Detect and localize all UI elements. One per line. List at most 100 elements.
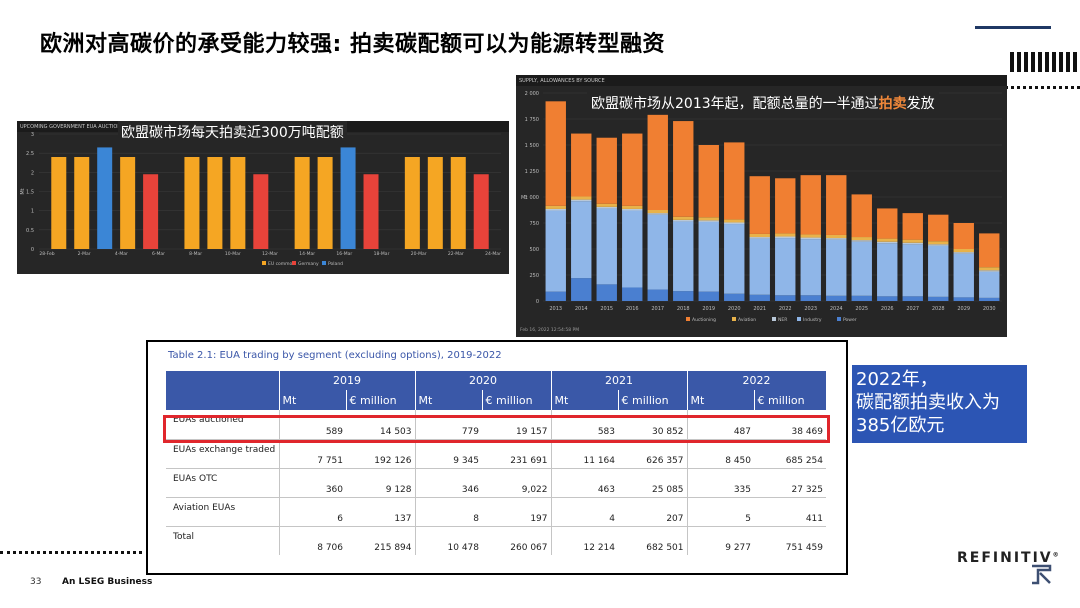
stack-segment-aviation (775, 233, 796, 237)
x-tick-label: 18-Mar (374, 251, 390, 257)
table-row: EUAs auctioned 589 14 503 779 19 157 583… (166, 410, 826, 440)
auction-bar (51, 157, 67, 249)
stack-segment-ner (851, 240, 872, 242)
stack-segment-auctioning (928, 214, 949, 242)
legend-swatch (772, 317, 776, 321)
table-cell: 38 469 (754, 410, 826, 440)
x-tick-label: 28-Feb (39, 251, 54, 257)
table-row: Aviation EUAs 6 137 8 197 4 207 5 411 (166, 497, 826, 527)
stack-segment-ner (749, 237, 770, 239)
auction-bar (363, 174, 379, 249)
stack-segment-power (673, 291, 694, 301)
table-cell: 9,022 (482, 468, 552, 498)
stack-segment-industry (928, 245, 949, 297)
year-header: 2022 (687, 371, 827, 390)
x-tick-label: 24-Mar (485, 251, 501, 257)
header-blank (166, 371, 280, 390)
auction-bar (450, 157, 466, 249)
x-tick-label: 2023 (804, 306, 817, 312)
x-tick-label: 2013 (549, 306, 562, 312)
stack-segment-auctioning (953, 223, 974, 249)
table-cell: 10 478 (447, 543, 480, 553)
year-header: 2020 (415, 371, 552, 390)
stack-segment-power (953, 297, 974, 301)
y-tick-label: 1 750 (525, 117, 539, 123)
stack-segment-auctioning (800, 175, 821, 235)
right-chart-overlay: 欧盟碳市场从2013年起，配额总量的一半通过拍卖发放 (587, 92, 939, 114)
stack-segment-power (571, 278, 592, 301)
table-cell: 137 (346, 497, 416, 527)
y-tick-label: 1 000 (525, 195, 539, 201)
x-tick-label: 2025 (855, 306, 868, 312)
stack-segment-auctioning (647, 114, 668, 210)
unit-header-mt: Mt (551, 390, 619, 410)
x-tick-label: 8-Mar (189, 251, 202, 257)
x-tick-label: 12-Mar (262, 251, 278, 257)
legend-swatch (262, 261, 266, 265)
legend-swatch (837, 317, 841, 321)
table-cell: 751 459 (785, 543, 823, 553)
x-tick-label: 2016 (626, 306, 639, 312)
x-tick-label: 16-Mar (336, 251, 352, 257)
x-tick-label: 2018 (677, 306, 690, 312)
legend-label: Industry (803, 317, 822, 323)
x-tick-label: 2021 (753, 306, 766, 312)
stack-segment-industry (979, 271, 1000, 298)
stack-segment-ner (928, 244, 949, 246)
stack-segment-aviation (596, 203, 617, 207)
y-tick-label: 2 000 (525, 91, 539, 97)
stack-segment-industry (877, 243, 898, 297)
legend-swatch (797, 317, 801, 321)
legend-label: Power (843, 317, 857, 323)
stack-segment-industry (647, 214, 668, 290)
table-cell: 4 (551, 497, 618, 527)
brand-name: REFINITIV (957, 550, 1053, 566)
auction-bar (143, 174, 159, 249)
auction-bar (340, 147, 356, 249)
stack-segment-industry (851, 241, 872, 296)
stack-segment-power (902, 296, 923, 301)
stack-segment-industry (953, 253, 974, 298)
dotted-line-left (0, 551, 142, 554)
y-tick-label: 1 (31, 209, 34, 215)
legend-swatch (732, 317, 736, 321)
stack-segment-auctioning (545, 101, 566, 206)
stack-segment-aviation (800, 234, 821, 238)
x-tick-label: 2029 (957, 306, 970, 312)
row-label: EUAs exchange traded (166, 439, 280, 469)
stack-segment-auctioning (826, 175, 847, 235)
auctioned-row-highlight (163, 415, 830, 443)
table-cell: 626 357 (618, 439, 688, 469)
y-tick-label: 3 (31, 132, 34, 138)
legend-swatch (686, 317, 690, 321)
stack-segment-power (647, 289, 668, 301)
x-tick-label: 14-Mar (299, 251, 315, 257)
stack-segment-auctioning (749, 176, 770, 234)
stack-segment-ner (622, 208, 643, 211)
stack-segment-industry (826, 239, 847, 296)
table-cell: 411 (754, 497, 826, 527)
stack-segment-industry (902, 244, 923, 297)
stack-segment-aviation (851, 237, 872, 241)
stack-segment-power (596, 284, 617, 301)
right-chart-svg: 0 250 500 750 1 000 1 250 1 500 1 750 2 000 Mt 201… (520, 91, 1002, 333)
stack-segment-ner (979, 270, 1000, 272)
stack-segment-ner (724, 222, 745, 225)
table-cell: 197 (482, 497, 552, 527)
table-cell: 11 164 (551, 439, 618, 469)
year-header: 2019 (279, 371, 416, 390)
table-cell: 192 126 (346, 439, 416, 469)
stack-segment-auctioning (902, 213, 923, 240)
table-cell: 231 691 (482, 439, 552, 469)
stack-segment-ner (800, 237, 821, 240)
unit-header-mt: Mt (687, 390, 755, 410)
stack-segment-ner (953, 252, 974, 254)
table-cell: 5 (687, 497, 754, 527)
table-cell: 335 (687, 468, 754, 498)
stack-segment-ner (877, 241, 898, 244)
stack-segment-auctioning (622, 133, 643, 206)
stack-segment-ner (775, 236, 796, 239)
table-cell: 30 852 (618, 410, 688, 440)
y-tick-label: 750 (529, 221, 539, 227)
unit-header-million: € million (618, 390, 688, 410)
